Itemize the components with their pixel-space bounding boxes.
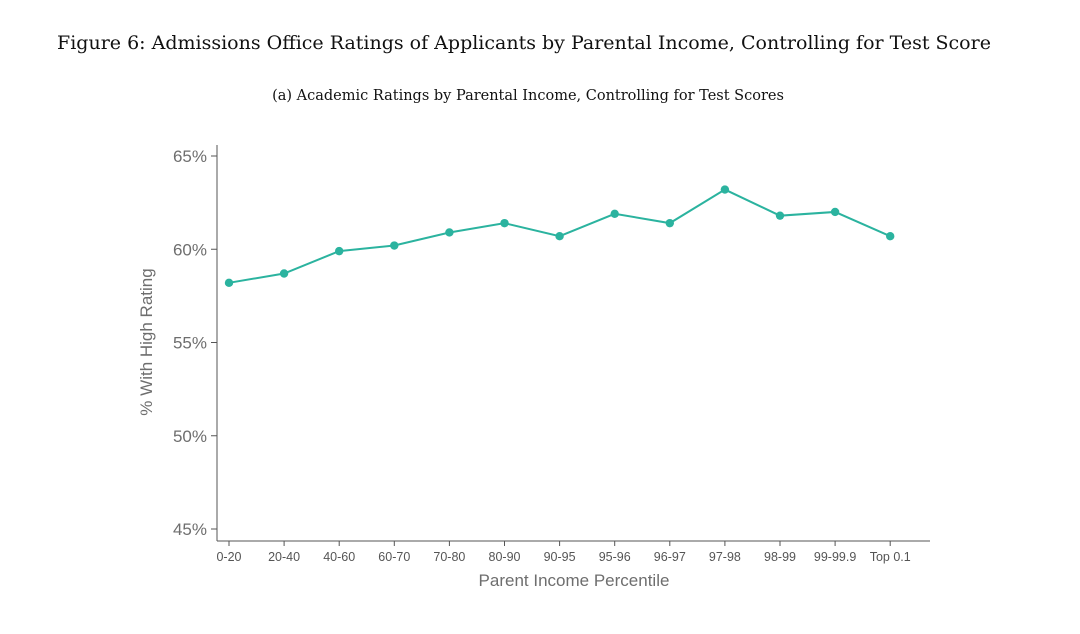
data-point [775, 211, 785, 220]
x-tick-label: 90-95 [544, 550, 576, 564]
data-point [665, 218, 674, 228]
data-point [500, 218, 509, 228]
data-point [830, 207, 840, 217]
data-point [445, 228, 454, 237]
x-tick-label: 96-97 [654, 550, 686, 564]
data-point [224, 278, 234, 288]
figure-title: Figure 6: Admissions Office Ratings of A… [57, 32, 991, 54]
data-point [390, 241, 399, 250]
x-tick-label: 40-60 [323, 550, 355, 564]
x-tick-label: 0-20 [216, 550, 241, 564]
data-point [886, 231, 895, 241]
y-axis-label: % With High Rating [137, 268, 156, 415]
panel-title: (a) Academic Ratings by Parental Income,… [272, 88, 784, 104]
x-axis-label: Parent Income Percentile [479, 571, 670, 590]
x-tick-label: 80-90 [489, 550, 521, 564]
y-ticks: 45% 50% 55% 60% 65% [173, 147, 217, 539]
x-tick-label: 60-70 [378, 550, 410, 564]
data-point [610, 209, 619, 219]
y-tick-label: 50% [173, 427, 207, 446]
y-tick-label: 55% [173, 334, 207, 353]
data-point [720, 185, 730, 194]
x-tick-label: 98-99 [764, 550, 796, 564]
x-tick-label: Top 0.1 [870, 550, 911, 564]
data-point [335, 246, 344, 256]
x-tick-label: 95-96 [599, 550, 631, 564]
x-tick-label: 97-98 [709, 550, 741, 564]
x-ticks: 0-20 20-40 40-60 60-70 70-80 80-90 90-95 95-96 9… [216, 541, 911, 564]
series-group [224, 185, 895, 288]
x-tick-label: 20-40 [268, 550, 300, 564]
x-tick-label: 99-99.9 [814, 550, 856, 564]
y-tick-label: 60% [173, 240, 207, 259]
data-point [279, 269, 289, 278]
y-tick-label: 65% [173, 147, 207, 166]
y-tick-label: 45% [173, 520, 207, 539]
x-tick-label: 70-80 [433, 550, 465, 564]
data-point [555, 231, 564, 241]
